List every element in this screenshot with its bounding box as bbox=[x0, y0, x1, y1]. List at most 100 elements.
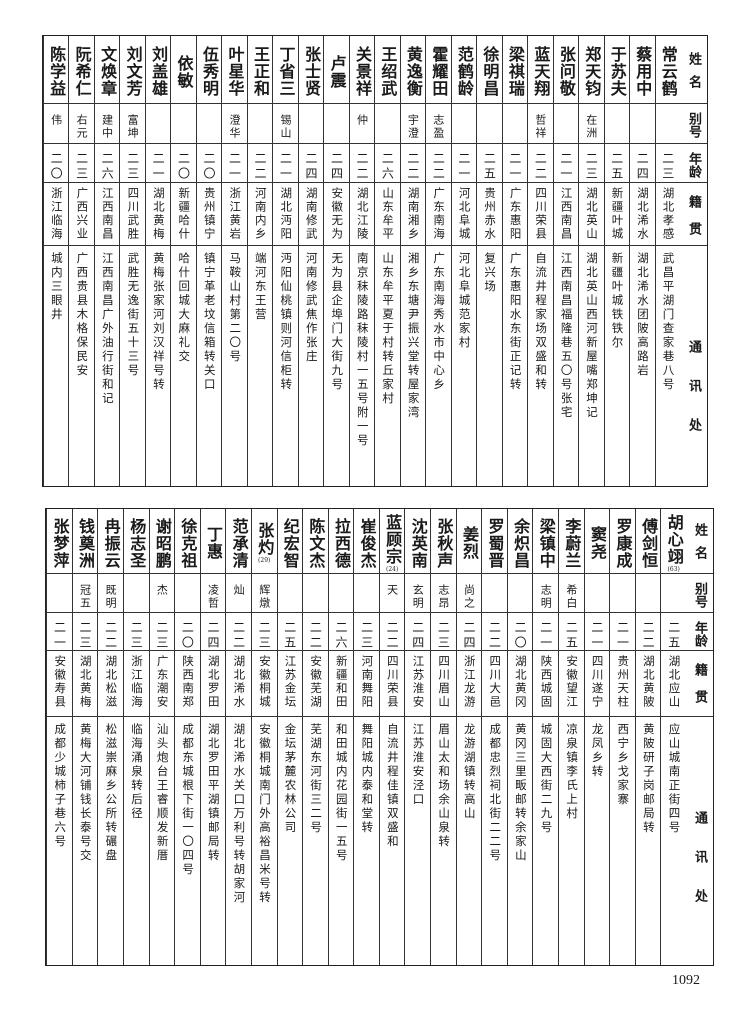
address-text: 城内三眼井 bbox=[49, 252, 64, 322]
native-cell: 陕西南郑 bbox=[175, 651, 200, 717]
header-name-cell: 姓名 bbox=[680, 36, 707, 104]
name-text: 胡心翊 bbox=[664, 513, 684, 565]
native-cell: 湖北黄梅 bbox=[145, 183, 171, 246]
alias-cell bbox=[610, 574, 635, 613]
age-text: 二〇 bbox=[202, 152, 217, 182]
alias-text: 澄华 bbox=[228, 114, 242, 140]
native-text: 安徽芜湖 bbox=[309, 655, 324, 709]
native-text: 浙江临海 bbox=[49, 187, 64, 241]
name-cell: 谢昭鹏 bbox=[149, 509, 175, 574]
alias-cell bbox=[375, 104, 400, 144]
name-cell: 姜烈 bbox=[456, 509, 482, 574]
person-column: 胡心翊 (63) 二五 湖北应山 应山城南正街四号 bbox=[660, 509, 686, 965]
age-cell: 二一 bbox=[584, 613, 610, 651]
native-cell: 浙江龙游 bbox=[456, 651, 482, 717]
native-text: 安徽桐城 bbox=[257, 655, 272, 709]
page-number: 1092 bbox=[672, 973, 700, 988]
name-text: 沈英南 bbox=[408, 517, 428, 569]
age-text: 二一 bbox=[151, 152, 166, 182]
alias-cell bbox=[661, 574, 686, 613]
name-cell: 丁省三 bbox=[273, 36, 298, 104]
native-text: 新疆和田 bbox=[334, 655, 349, 709]
alias-cell bbox=[482, 574, 507, 613]
address-cell: 江西南昌福隆巷五〇号张宅 bbox=[554, 246, 578, 486]
age-cell: 二四 bbox=[405, 613, 431, 651]
address-cell: 金坛茅麓农林公司 bbox=[278, 717, 303, 965]
age-cell: 二六 bbox=[375, 144, 400, 183]
name-text: 陈文杰 bbox=[306, 517, 326, 569]
address-text: 松滋崇麻乡公所转碾盘 bbox=[104, 723, 119, 863]
age-text: 二六 bbox=[100, 152, 115, 182]
person-column: 李蔚兰 希白 二五 安徽望江 凉泉镇李氏上村 bbox=[558, 509, 584, 965]
roster-table-bottom: 姓名 别号 年龄 籍贯 通讯处 胡心翊 (63) 二五 湖北应山 应山城南正街四号 傅剑恒 二二 湖北黄… bbox=[45, 508, 714, 966]
native-text: 湖北浠水 bbox=[232, 655, 247, 709]
person-column: 王绍武 二六 山东牟平 山东牟平夏于村转丘家村 bbox=[374, 36, 400, 486]
header-address-label: 通讯处 bbox=[692, 811, 707, 928]
alias-cell: 富坤 bbox=[120, 104, 145, 144]
age-text: 二二 bbox=[253, 152, 267, 182]
alias-text: 仲 bbox=[355, 114, 369, 127]
alias-cell: 冠五 bbox=[72, 574, 98, 613]
alias-cell bbox=[47, 574, 72, 613]
name-cell: 黄逸衡 bbox=[400, 36, 426, 104]
address-text: 江西南昌福隆巷五〇号张宅 bbox=[559, 252, 574, 420]
name-cell: 杨志圣 bbox=[123, 509, 149, 574]
age-cell: 二五 bbox=[604, 144, 630, 183]
alias-cell: 辉燉 bbox=[251, 574, 277, 613]
address-cell: 武昌平湖门查家巷八号 bbox=[656, 246, 680, 486]
age-text: 二三 bbox=[660, 152, 675, 182]
native-cell: 湖北浠水 bbox=[226, 651, 251, 717]
native-text: 贵州赤水 bbox=[483, 187, 498, 241]
age-cell: 二四 bbox=[630, 144, 655, 183]
person-column: 张士贤 二四 湖南修武 河南修武焦作张庄 bbox=[297, 36, 324, 486]
name-cell: 范鹤龄 bbox=[451, 36, 477, 104]
address-text: 哈什回城大麻礼交 bbox=[177, 252, 192, 364]
alias-cell bbox=[324, 104, 349, 144]
header-age-label: 年龄 bbox=[686, 152, 701, 178]
age-cell: 二〇 bbox=[171, 144, 196, 183]
age-text: 二〇 bbox=[513, 621, 528, 651]
name-text: 张问敬 bbox=[556, 46, 576, 97]
native-text: 湖北应山 bbox=[667, 655, 682, 709]
address-text: 湖北浠水团陂高路岩 bbox=[636, 252, 651, 378]
person-column: 钱奠洲 冠五 二三 湖北黄梅 黄梅大河铺钱长泰号交 bbox=[71, 509, 98, 965]
address-text: 南京秣陵路秣陵村一五号附一号 bbox=[355, 252, 370, 448]
native-text: 新疆哈什 bbox=[177, 187, 192, 241]
name-text: 李蔚兰 bbox=[562, 517, 582, 569]
roster-table-top: 姓名 别号 年龄 籍贯 通讯处 常云鹤 二三 湖北孝感 武昌平湖门查家巷八号 蔡用中 二四 湖北浠水湖… bbox=[42, 35, 708, 487]
native-text: 湖北罗田 bbox=[206, 655, 221, 709]
person-column: 蔡用中 二四 湖北浠水 湖北浠水团陂高路岩 bbox=[629, 36, 655, 486]
age-text: 二三 bbox=[257, 621, 272, 651]
age-text: 二五 bbox=[564, 621, 579, 651]
header-name-cell: 姓名 bbox=[686, 509, 713, 574]
alias-cell bbox=[655, 104, 680, 144]
native-cell: 四川荣县 bbox=[379, 651, 405, 717]
address-cell: 黄梅张家河刘汉祥号转 bbox=[146, 246, 170, 486]
native-cell: 贵州赤水 bbox=[477, 183, 502, 246]
native-text: 湖北松滋 bbox=[104, 655, 119, 709]
native-text: 浙江临海 bbox=[129, 655, 144, 709]
name-cell: 胡心翊 (63) bbox=[661, 509, 686, 574]
age-text: 二二 bbox=[431, 152, 446, 182]
address-cell: 湖北浠水关口万利号转胡家河 bbox=[226, 717, 251, 965]
address-text: 安徽桐城南门外高裕昌米号转 bbox=[257, 723, 272, 905]
person-column: 刘盖雄 二一 湖北黄梅 黄梅张家河刘汉祥号转 bbox=[144, 36, 171, 486]
alias-text: 天 bbox=[385, 584, 399, 597]
age-text: 二一 bbox=[456, 152, 471, 182]
name-text: 王绍武 bbox=[378, 46, 398, 97]
native-cell: 湖北沔阳 bbox=[273, 183, 298, 246]
native-text: 湖南修武 bbox=[304, 187, 319, 241]
person-column: 沈英南 玄明 二四 江苏淮安 江苏淮安泾口 bbox=[404, 509, 431, 965]
age-cell: 二〇 bbox=[196, 144, 222, 183]
name-text: 常云鹤 bbox=[658, 46, 678, 97]
age-text: 二二 bbox=[487, 621, 502, 651]
age-cell: 二〇 bbox=[507, 613, 533, 651]
name-text: 依敏 bbox=[174, 54, 194, 89]
address-cell: 和田城内花园街一五号 bbox=[329, 717, 354, 965]
age-cell: 二四 bbox=[200, 613, 226, 651]
address-text: 武胜无逸街五十三号 bbox=[126, 252, 141, 378]
address-text: 江西南昌广外油行街和记 bbox=[100, 252, 115, 406]
native-text: 河南舞阳 bbox=[360, 655, 375, 709]
alias-text: 凌哲 bbox=[206, 584, 220, 610]
native-cell: 湖北浠水 bbox=[630, 183, 655, 246]
